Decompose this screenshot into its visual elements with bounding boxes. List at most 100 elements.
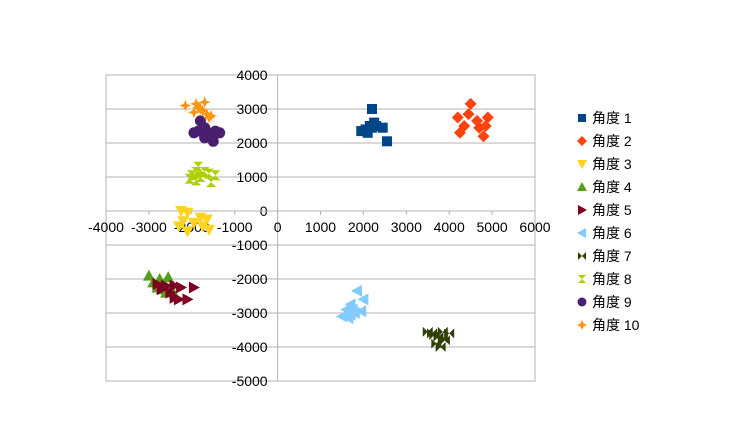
legend-marker — [578, 252, 586, 260]
legend-marker — [577, 160, 587, 169]
legend-item: 角度 3 — [577, 156, 632, 172]
legend-item: 角度 9 — [577, 294, 632, 310]
data-point — [427, 328, 438, 339]
data-point — [188, 281, 200, 294]
legend-item: 角度 7 — [578, 248, 632, 264]
x-tick-label: -1000 — [217, 219, 253, 235]
legend-item: 角度 4 — [577, 179, 632, 195]
data-point — [198, 96, 211, 109]
data-point — [194, 103, 207, 115]
data-point — [188, 127, 200, 139]
y-tick-label: 2000 — [236, 135, 267, 151]
legend-label: 角度 5 — [592, 202, 632, 218]
data-point — [200, 214, 213, 226]
y-tick-label: 3000 — [236, 101, 267, 117]
data-point — [181, 226, 194, 238]
y-tick-label: -5000 — [232, 373, 268, 389]
data-point — [162, 271, 175, 283]
data-point — [202, 111, 215, 124]
series-5 — [152, 278, 200, 306]
plot-frame — [105, 74, 536, 382]
legend-label: 角度 9 — [592, 294, 632, 310]
data-point — [350, 284, 362, 297]
plot-area: 4000 3000 2000 1000 0 -1000 -2000 -3000 -4000 -50… — [88, 67, 551, 389]
y-tick-label: -3000 — [232, 305, 268, 321]
series-2 — [451, 97, 494, 143]
series-7 — [422, 326, 455, 352]
y-tick-label: -1000 — [232, 237, 268, 253]
x-tick-label: 2000 — [348, 219, 379, 235]
x-tick-label: 5000 — [477, 219, 508, 235]
data-point — [355, 305, 367, 318]
data-point — [437, 333, 448, 344]
data-point — [207, 135, 219, 147]
legend-label: 角度 3 — [592, 156, 632, 172]
legend-marker — [577, 182, 587, 191]
legend-item: 角度 5 — [578, 202, 632, 218]
data-point — [190, 97, 203, 110]
data-point — [435, 342, 446, 352]
series-8 — [184, 161, 221, 188]
legend-label: 角度 6 — [592, 225, 632, 241]
legend: 角度 1 角度 2 角度 3 角度 4 角度 5 角度 6 角度 7 角度 8 角度 9 角度 1… — [577, 110, 640, 333]
legend-label: 角度 4 — [592, 179, 632, 195]
data-point — [344, 308, 356, 321]
legend-marker — [578, 114, 586, 122]
data-point — [453, 126, 466, 139]
data-point — [169, 279, 181, 292]
data-point — [464, 97, 477, 110]
data-point — [366, 122, 377, 133]
data-point — [205, 109, 218, 122]
data-point — [191, 175, 202, 186]
series-6 — [335, 284, 369, 325]
data-point — [366, 104, 377, 114]
data-point — [196, 104, 209, 117]
data-point — [182, 293, 194, 306]
x-tick-label: 4000 — [434, 219, 465, 235]
data-point — [181, 207, 194, 219]
data-point — [196, 221, 209, 233]
data-point — [179, 99, 192, 112]
legend-marker — [577, 136, 587, 146]
legend-item: 角度 2 — [577, 133, 632, 149]
legend-marker — [577, 320, 587, 330]
legend-label: 角度 1 — [592, 110, 632, 126]
x-tick-label: -3000 — [131, 219, 167, 235]
series-3 — [172, 206, 215, 238]
series-9 — [188, 115, 226, 147]
data-point — [451, 111, 464, 124]
data-point — [206, 177, 217, 188]
data-point — [187, 106, 200, 119]
legend-marker — [577, 297, 587, 307]
legend-label: 角度 2 — [592, 133, 632, 149]
legend-marker — [578, 275, 586, 283]
data-point — [202, 224, 215, 236]
legend-item: 角度 8 — [578, 271, 632, 287]
data-point — [214, 127, 226, 139]
data-point — [381, 136, 392, 147]
data-point — [462, 108, 475, 121]
data-point — [377, 122, 388, 133]
data-point — [362, 127, 373, 138]
legend-label: 角度 8 — [592, 271, 632, 287]
x-tick-label: 6000 — [519, 219, 550, 235]
data-point — [200, 108, 213, 121]
data-point — [187, 217, 200, 229]
data-point — [199, 166, 210, 177]
legend-item: 角度 10 — [577, 317, 640, 333]
x-tick-label: 1000 — [305, 219, 336, 235]
legend-marker — [578, 205, 587, 215]
data-point — [177, 216, 190, 228]
y-tick-label: 1000 — [236, 169, 267, 185]
data-point — [471, 114, 484, 127]
series-10 — [179, 96, 218, 124]
x-tick-label: 3000 — [391, 219, 422, 235]
y-tick-label: -2000 — [232, 271, 268, 287]
x-tick-label: 0 — [274, 219, 282, 235]
data-point — [356, 126, 367, 137]
data-point — [192, 101, 205, 114]
legend-item: 角度 6 — [577, 225, 632, 241]
data-point — [156, 283, 168, 296]
data-point — [142, 269, 155, 281]
